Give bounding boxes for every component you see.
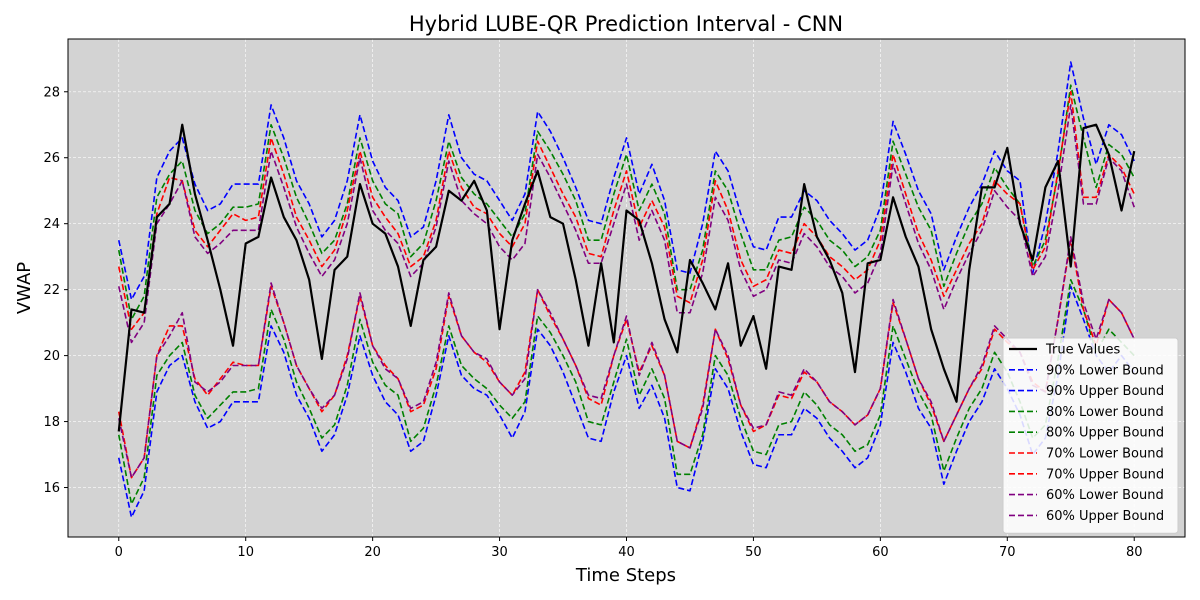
x-tick-label: 20 bbox=[364, 545, 381, 560]
series-layer bbox=[117, 61, 1136, 519]
y-axis-label: VWAP bbox=[14, 262, 35, 314]
y-tick-label: 20 bbox=[43, 349, 60, 364]
series-line-90pct-lower-bound bbox=[117, 285, 1135, 519]
series-line-80pct-lower-bound bbox=[117, 278, 1135, 505]
legend-label-70pct-lower-bound: 70% Lower Bound bbox=[1046, 447, 1164, 462]
series-line-70pct-upper-bound bbox=[117, 90, 1135, 331]
legend: True Values 90% Lower Bound 90% Upper Boun… bbox=[1002, 337, 1179, 534]
series-line-60pct-lower-bound bbox=[117, 236, 1135, 479]
series-line-60pct-upper-bound bbox=[117, 104, 1135, 344]
legend-label-80pct-lower-bound: 80% Lower Bound bbox=[1046, 405, 1164, 420]
y-tick-label: 18 bbox=[43, 415, 60, 430]
chart-title: Hybrid LUBE-QR Prediction Interval - CNN bbox=[409, 12, 843, 36]
x-tick-label: 70 bbox=[999, 545, 1016, 560]
y-tick-label: 26 bbox=[43, 151, 60, 166]
series-line-80pct-upper-bound bbox=[117, 84, 1135, 321]
x-tick-label: 10 bbox=[237, 545, 254, 560]
y-axis-ticks: 16 18 20 22 24 26 28 bbox=[43, 85, 68, 496]
legend-label-80pct-upper-bound: 80% Upper Bound bbox=[1046, 426, 1164, 441]
legend-label-70pct-upper-bound: 70% Upper Bound bbox=[1046, 467, 1164, 482]
x-tick-label: 80 bbox=[1126, 545, 1143, 560]
legend-label-90pct-upper-bound: 90% Upper Bound bbox=[1046, 384, 1164, 399]
legend-label-60pct-upper-bound: 60% Upper Bound bbox=[1046, 509, 1164, 524]
legend-label-60pct-lower-bound: 60% Lower Bound bbox=[1046, 488, 1164, 503]
x-tick-label: 0 bbox=[115, 545, 123, 560]
legend-label-true-values: True Values bbox=[1045, 343, 1120, 358]
y-tick-label: 22 bbox=[43, 283, 60, 298]
y-tick-label: 16 bbox=[43, 481, 60, 496]
y-tick-label: 28 bbox=[43, 85, 60, 100]
x-tick-label: 30 bbox=[491, 545, 508, 560]
series-line-90pct-upper-bound bbox=[117, 61, 1135, 301]
legend-box bbox=[1002, 337, 1179, 534]
x-axis-label: Time Steps bbox=[575, 565, 676, 586]
x-tick-label: 40 bbox=[618, 545, 635, 560]
x-axis-ticks: 0 10 20 30 40 50 60 70 80 bbox=[115, 537, 1143, 560]
y-tick-label: 24 bbox=[43, 217, 60, 232]
x-tick-label: 60 bbox=[872, 545, 889, 560]
x-tick-label: 50 bbox=[745, 545, 762, 560]
series-line-true-values bbox=[117, 123, 1136, 432]
legend-label-90pct-lower-bound: 90% Lower Bound bbox=[1046, 363, 1164, 378]
